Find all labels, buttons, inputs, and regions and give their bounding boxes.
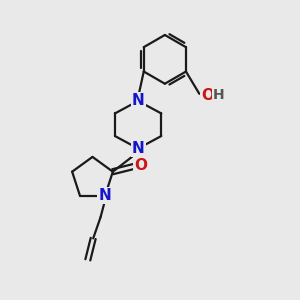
Text: N: N	[99, 188, 111, 203]
Text: O: O	[201, 88, 214, 103]
Text: N: N	[132, 94, 145, 109]
Text: O: O	[134, 158, 147, 173]
Text: N: N	[132, 141, 145, 156]
Text: H: H	[213, 88, 224, 102]
